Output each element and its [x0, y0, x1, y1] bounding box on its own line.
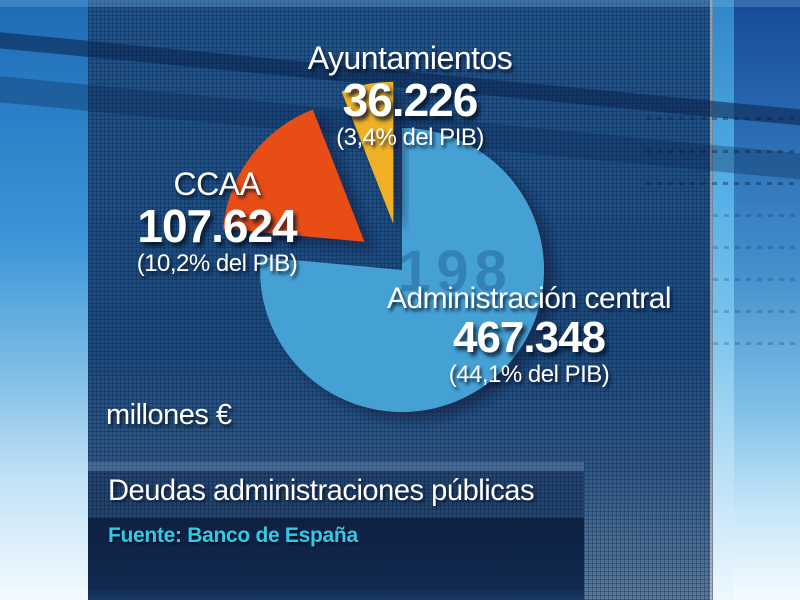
ticker-dotted-row: [713, 278, 800, 281]
top-highlight-line: [0, 0, 800, 7]
source-credit: Fuente: Banco de España: [108, 524, 358, 547]
ticker-dotted-row: [646, 150, 800, 153]
right-light-strip: [713, 0, 734, 600]
right-divider-line: [710, 0, 713, 600]
slice-value: 107.624: [137, 199, 297, 252]
ticker-dotted-row: [713, 310, 800, 313]
label-ccaa: CCAA 107.624 (10,2% del PIB): [67, 166, 367, 279]
title-bar: Deudas administraciones públicas: [88, 462, 584, 518]
ticker-dotted-row: [713, 246, 800, 249]
slice-pct-gdp: (10,2% del PIB): [136, 249, 298, 277]
ticker-dotted-row: [713, 342, 800, 345]
source-panel: Fuente: Banco de España: [88, 518, 584, 600]
ticker-dotted-row: [646, 182, 800, 185]
chart-title: Deudas administraciones públicas: [108, 474, 535, 507]
ticker-dotted-row: [646, 117, 800, 120]
slice-value: 467.348: [452, 312, 606, 362]
slice-name: Ayuntamientos: [307, 40, 513, 76]
slice-value: 36.226: [342, 73, 479, 126]
slice-name: Administración central: [386, 282, 672, 315]
slice-pct-gdp: (3,4% del PIB): [336, 123, 484, 151]
label-ayuntamientos: Ayuntamientos 36.226 (3,4% del PIB): [250, 40, 570, 153]
label-administracion-central: Administración central 467.348 (44,1% de…: [368, 283, 690, 389]
ticker-dotted-row: [713, 214, 800, 217]
right-gradient-band: [734, 0, 800, 600]
slice-pct-gdp: (44,1% del PIB): [448, 360, 610, 388]
slice-name: CCAA: [173, 166, 261, 202]
unit-label: millones €: [106, 399, 232, 431]
left-gradient-band: [0, 0, 88, 600]
